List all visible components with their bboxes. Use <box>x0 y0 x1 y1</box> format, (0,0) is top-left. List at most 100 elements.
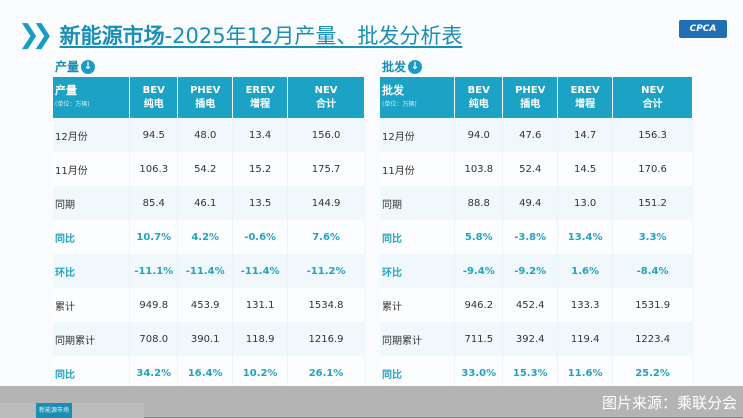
table-row: 同期累计 711.5 392.4 119.4 1223.4 <box>380 322 693 356</box>
tab-new-energy-market[interactable]: 新能源市场 <box>36 403 72 418</box>
cell-value: 10.7% <box>129 220 179 254</box>
cell-value: 25.2% <box>612 356 693 390</box>
cell-value: -0.6% <box>232 220 289 254</box>
title-bold: 新能源市场 <box>59 24 165 48</box>
page-title: ❯❯ 新能源市场-2025年12月产量、批发分析表 <box>18 20 462 50</box>
cell-value: 14.7 <box>557 118 614 152</box>
cell-value: 1.6% <box>557 254 614 288</box>
table-row: 11月份 103.8 52.4 14.5 170.6 <box>380 152 693 186</box>
cell-value: 26.1% <box>287 356 365 390</box>
header-row: 产量 (单位：万辆) BEV 纯电 PHEV 插电 EREV 增程 NEV 合计 <box>53 77 365 118</box>
table-row: 累计 946.2 452.4 133.3 1531.9 <box>380 288 693 322</box>
section-label: 批发 <box>382 60 407 74</box>
row-label: 12月份 <box>380 118 456 152</box>
cell-value: 711.5 <box>454 322 504 356</box>
cell-value: 170.6 <box>612 152 693 186</box>
row-label: 同期 <box>53 186 131 220</box>
row-label: 环比 <box>380 254 456 288</box>
cell-value: 390.1 <box>177 322 234 356</box>
production-table: 产量 (单位：万辆) BEV 纯电 PHEV 插电 EREV 增程 NEV 合计 12月份 94.5 4… <box>53 77 365 390</box>
cell-value: 708.0 <box>129 322 179 356</box>
cell-value: 452.4 <box>502 288 559 322</box>
column-header-bev: BEV 纯电 <box>454 77 504 118</box>
cell-value: -9.2% <box>502 254 559 288</box>
table-row: 同比 5.8% -3.8% 13.4% 3.3% <box>380 220 693 254</box>
cell-value: 156.3 <box>612 118 693 152</box>
cell-value: 13.4 <box>232 118 289 152</box>
row-label: 同比 <box>53 356 131 390</box>
table-row: 同期 88.8 49.4 13.0 151.2 <box>380 186 693 220</box>
column-header-bev: BEV 纯电 <box>129 77 179 118</box>
cell-value: 156.0 <box>287 118 365 152</box>
column-header-nev: NEV 合计 <box>287 77 365 118</box>
section-wholesale: 批发 ↓ <box>382 58 423 75</box>
cell-value: 47.6 <box>502 118 559 152</box>
cell-value: 175.7 <box>287 152 365 186</box>
table-row: 同比 10.7% 4.2% -0.6% 7.6% <box>53 220 365 254</box>
tab-4[interactable] <box>108 403 144 418</box>
cell-value: 13.5 <box>232 186 289 220</box>
cell-value: 13.4% <box>557 220 614 254</box>
table-row: 环比 -9.4% -9.2% 1.6% -8.4% <box>380 254 693 288</box>
cell-value: 11.6% <box>557 356 614 390</box>
table-row: 同期 85.4 46.1 13.5 144.9 <box>53 186 365 220</box>
table-row: 11月份 106.3 54.2 15.2 175.7 <box>53 152 365 186</box>
tab-1[interactable] <box>0 403 36 418</box>
column-header-phev: PHEV 插电 <box>502 77 559 118</box>
cell-value: 49.4 <box>502 186 559 220</box>
cell-value: 48.0 <box>177 118 234 152</box>
row-label: 11月份 <box>53 152 131 186</box>
table-row: 同期累计 708.0 390.1 118.9 1216.9 <box>53 322 365 356</box>
cell-value: 1534.8 <box>287 288 365 322</box>
row-label: 累计 <box>53 288 131 322</box>
arrow-down-icon: ↓ <box>81 59 96 74</box>
column-header-erev: EREV 增程 <box>557 77 614 118</box>
cell-value: 85.4 <box>129 186 179 220</box>
cell-value: 33.0% <box>454 356 504 390</box>
row-label: 12月份 <box>53 118 131 152</box>
image-credit: 图片来源：乘联分会 <box>601 394 737 412</box>
column-header-nev: NEV 合计 <box>612 77 693 118</box>
table-row: 同比 33.0% 15.3% 11.6% 25.2% <box>380 356 693 390</box>
cell-value: 52.4 <box>502 152 559 186</box>
cell-value: 119.4 <box>557 322 614 356</box>
cell-value: 133.3 <box>557 288 614 322</box>
arrow-down-icon: ↓ <box>408 59 423 74</box>
row-label: 累计 <box>380 288 456 322</box>
table-row: 12月份 94.0 47.6 14.7 156.3 <box>380 118 693 152</box>
table-row: 累计 949.8 453.9 131.1 1534.8 <box>53 288 365 322</box>
table-row: 12月份 94.5 48.0 13.4 156.0 <box>53 118 365 152</box>
row-label: 同比 <box>380 356 456 390</box>
section-production: 产量 ↓ <box>55 58 96 75</box>
bottom-bar: 新能源市场 图片来源：乘联分会 <box>0 386 743 418</box>
wholesale-table: 批发 (单位：万辆) BEV 纯电 PHEV 插电 EREV 增程 NEV 合计 12月份 94.0 4… <box>380 77 693 390</box>
cell-value: 88.8 <box>454 186 504 220</box>
cell-value: 946.2 <box>454 288 504 322</box>
row-label: 同比 <box>53 220 131 254</box>
cell-value: 1223.4 <box>612 322 693 356</box>
row-label: 环比 <box>53 254 131 288</box>
slide-tabs: 新能源市场 <box>0 403 144 418</box>
cell-value: 15.3% <box>502 356 559 390</box>
cell-value: -3.8% <box>502 220 559 254</box>
cell-value: -11.4% <box>232 254 289 288</box>
cell-value: 10.2% <box>232 356 289 390</box>
cell-value: 392.4 <box>502 322 559 356</box>
table-row: 同比 34.2% 16.4% 10.2% 26.1% <box>53 356 365 390</box>
tab-3[interactable] <box>72 403 108 418</box>
section-label: 产量 <box>55 60 80 74</box>
column-header-erev: EREV 增程 <box>232 77 289 118</box>
cell-value: -11.2% <box>287 254 365 288</box>
header-label: 产量 (单位：万辆) <box>53 77 131 118</box>
cell-value: 151.2 <box>612 186 693 220</box>
row-label: 同比 <box>380 220 456 254</box>
cell-value: 1531.9 <box>612 288 693 322</box>
cell-value: 7.6% <box>287 220 365 254</box>
row-label: 同期 <box>380 186 456 220</box>
cell-value: 94.5 <box>129 118 179 152</box>
cell-value: 94.0 <box>454 118 504 152</box>
cpca-logo: CPCA <box>679 20 727 38</box>
cell-value: 14.5 <box>557 152 614 186</box>
cell-value: 34.2% <box>129 356 179 390</box>
cell-value: 46.1 <box>177 186 234 220</box>
